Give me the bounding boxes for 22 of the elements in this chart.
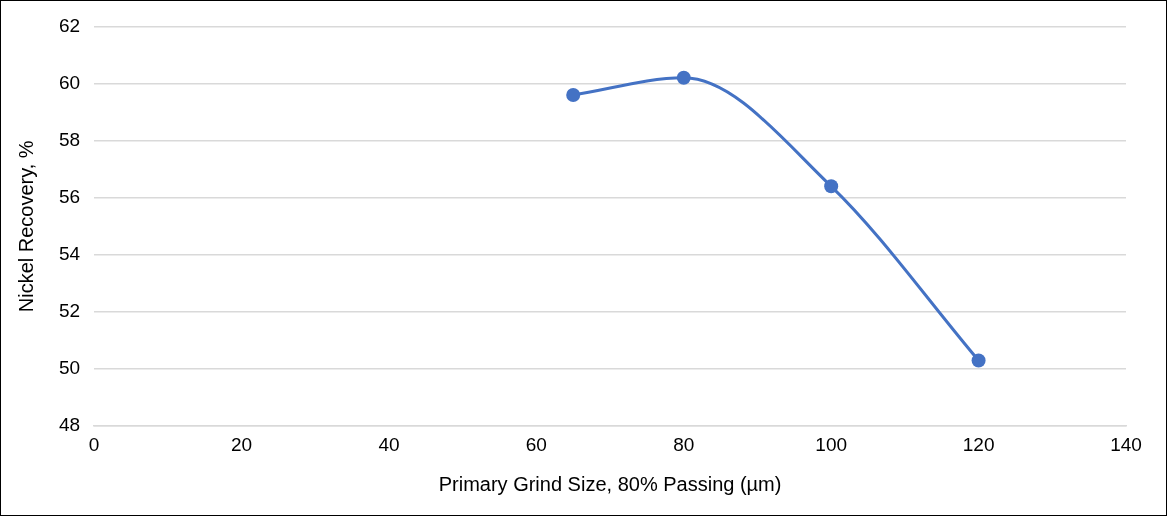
point: [971, 353, 986, 368]
point: [566, 87, 581, 102]
y-tick-label: 56: [58, 185, 81, 207]
y-tick-label: 54: [58, 243, 81, 265]
point: [824, 179, 839, 194]
y-tick-label: 60: [58, 71, 81, 93]
y-axis-title: Nickel Recovery, %: [14, 140, 37, 313]
y-tick-label: 58: [58, 128, 81, 150]
x-tick-label: 0: [88, 433, 100, 455]
y-tick-label: 62: [58, 14, 81, 36]
x-tick-label: 20: [230, 433, 253, 455]
x-axis-title: Primary Grind Size, 80% Passing (µm): [438, 472, 782, 495]
point: [676, 70, 691, 85]
y-tick-label: 52: [58, 300, 81, 322]
y-tick-label: 48: [58, 414, 81, 436]
x-tick-label: 100: [815, 433, 848, 455]
y-tick-label: 50: [58, 357, 81, 379]
x-tick-label: 80: [673, 433, 695, 455]
x-tick-label: 140: [1110, 433, 1142, 455]
x-tick-label: 120: [962, 433, 995, 455]
x-tick-label: 60: [525, 433, 547, 455]
x-tick-label: 40: [378, 433, 400, 455]
